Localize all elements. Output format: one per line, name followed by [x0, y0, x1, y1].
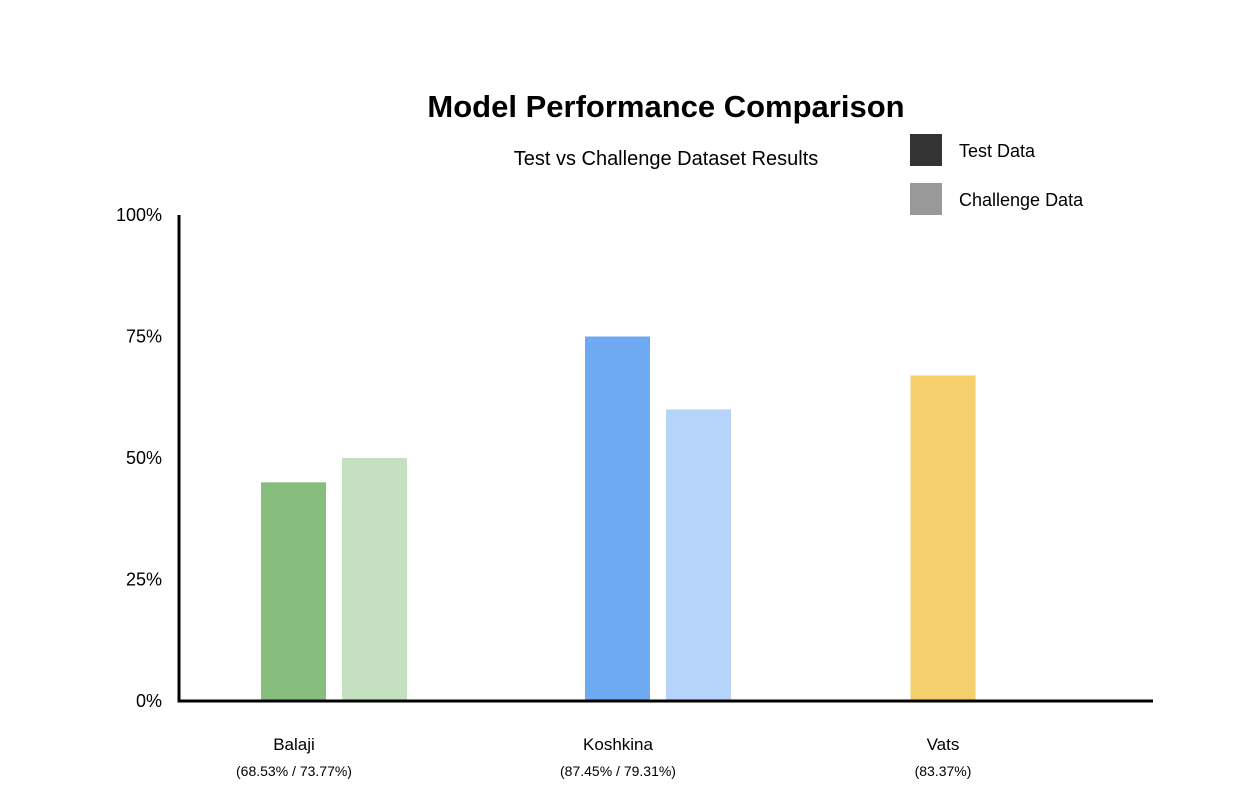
- chart-title: Model Performance Comparison: [427, 89, 904, 124]
- bar-vats-test: [910, 375, 976, 701]
- x-category-sublabel: (87.45% / 79.31%): [560, 763, 676, 779]
- x-category-label: Vats: [927, 735, 960, 754]
- bar-balaji-test: [261, 482, 326, 701]
- bars: [261, 336, 976, 701]
- legend-label: Challenge Data: [959, 190, 1084, 210]
- y-tick-label: 75%: [126, 327, 162, 347]
- y-tick-label: 50%: [126, 448, 162, 468]
- legend: Test Data Challenge Data: [910, 134, 1084, 215]
- chart-subtitle: Test vs Challenge Dataset Results: [514, 148, 819, 170]
- bar-balaji-challenge: [342, 458, 407, 701]
- x-category-label: Koshkina: [583, 735, 653, 754]
- x-category-sublabel: (68.53% / 73.77%): [236, 763, 352, 779]
- x-axis: Balaji (68.53% / 73.77%) Koshkina (87.45% /…: [177, 699, 1153, 779]
- y-tick-label: 25%: [126, 570, 162, 590]
- bar-koshkina-challenge: [666, 409, 731, 701]
- legend-swatch: [910, 183, 942, 215]
- x-category-sublabel: (83.37%): [915, 763, 972, 779]
- bar-koshkina-test: [585, 336, 650, 701]
- legend-swatch: [910, 134, 942, 166]
- y-axis: 0% 25% 50% 75% 100%: [116, 205, 181, 711]
- x-category-label: Balaji: [273, 735, 315, 754]
- legend-label: Test Data: [959, 141, 1036, 161]
- y-tick-label: 100%: [116, 205, 162, 225]
- y-tick-label: 0%: [136, 691, 162, 711]
